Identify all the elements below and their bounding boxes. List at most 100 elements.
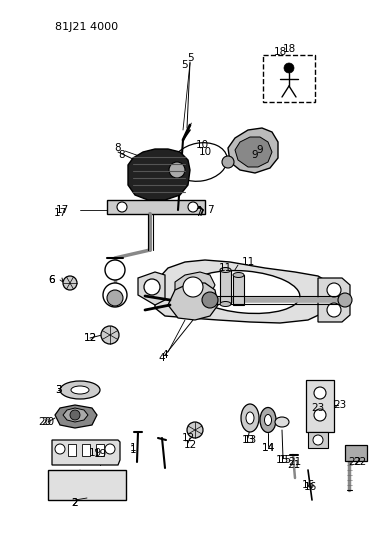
Bar: [345, 445, 367, 461]
Ellipse shape: [71, 386, 89, 394]
Polygon shape: [63, 408, 88, 422]
Bar: [68, 444, 76, 456]
Text: 23: 23: [312, 403, 325, 413]
Text: 11: 11: [218, 263, 232, 273]
Ellipse shape: [241, 404, 259, 432]
Circle shape: [314, 409, 326, 421]
Circle shape: [70, 410, 80, 420]
Circle shape: [117, 202, 127, 212]
Text: 4: 4: [159, 353, 165, 363]
Polygon shape: [155, 260, 332, 323]
Circle shape: [313, 435, 323, 445]
Circle shape: [105, 260, 125, 280]
Text: 6: 6: [49, 275, 55, 285]
Circle shape: [338, 293, 352, 307]
Circle shape: [101, 326, 119, 344]
Ellipse shape: [173, 143, 227, 181]
Circle shape: [222, 156, 234, 168]
Text: 5: 5: [187, 53, 194, 63]
Text: 14: 14: [261, 443, 275, 453]
Text: 7: 7: [207, 205, 213, 215]
Text: 18: 18: [273, 47, 287, 57]
Text: 81J21 4000: 81J21 4000: [55, 22, 118, 32]
Circle shape: [187, 422, 203, 438]
Bar: [82, 444, 90, 456]
Circle shape: [63, 276, 77, 290]
Polygon shape: [318, 278, 350, 322]
Text: 13: 13: [243, 435, 257, 445]
Text: 8: 8: [119, 150, 125, 160]
Bar: [306, 380, 334, 432]
Text: 20: 20: [38, 417, 51, 427]
Text: 1: 1: [130, 445, 136, 455]
Bar: [308, 432, 328, 448]
Bar: [263, 55, 315, 102]
Text: 13: 13: [241, 435, 255, 445]
Ellipse shape: [264, 415, 272, 425]
Text: 18: 18: [283, 44, 296, 54]
Text: 8: 8: [115, 143, 121, 153]
Ellipse shape: [260, 408, 276, 432]
Text: 22: 22: [353, 457, 366, 467]
Circle shape: [183, 277, 203, 297]
Text: 21: 21: [288, 460, 301, 470]
Text: 5: 5: [182, 60, 188, 70]
Circle shape: [284, 63, 294, 73]
Text: 17: 17: [55, 205, 68, 215]
Bar: [233, 275, 244, 305]
Text: 2: 2: [72, 498, 78, 508]
Circle shape: [314, 387, 326, 399]
Text: 6: 6: [49, 275, 55, 285]
Polygon shape: [235, 137, 272, 167]
Bar: [220, 270, 231, 304]
Text: 11: 11: [241, 257, 255, 267]
Bar: [96, 444, 104, 456]
Polygon shape: [228, 128, 278, 173]
Text: 4: 4: [162, 350, 168, 360]
Circle shape: [327, 283, 341, 297]
Ellipse shape: [275, 417, 289, 427]
Text: 15: 15: [278, 455, 292, 465]
Text: 12: 12: [83, 333, 97, 343]
Text: 10: 10: [195, 140, 209, 150]
Text: 9: 9: [252, 150, 258, 160]
Circle shape: [107, 290, 123, 306]
Text: 12: 12: [83, 333, 97, 343]
Circle shape: [202, 292, 218, 308]
Text: 3: 3: [55, 385, 61, 395]
Text: 19: 19: [93, 449, 107, 459]
Circle shape: [188, 202, 198, 212]
Polygon shape: [52, 440, 120, 465]
Circle shape: [327, 303, 341, 317]
Text: 2: 2: [72, 498, 78, 508]
Ellipse shape: [246, 412, 254, 424]
Text: 20: 20: [41, 417, 55, 427]
Text: 3: 3: [55, 385, 61, 395]
Text: 21: 21: [288, 457, 301, 467]
Text: 22: 22: [348, 457, 361, 467]
Ellipse shape: [233, 272, 244, 278]
Text: 12: 12: [182, 433, 195, 443]
Text: 17: 17: [53, 208, 67, 218]
Text: 1: 1: [130, 443, 136, 453]
Text: 9: 9: [257, 145, 263, 155]
Ellipse shape: [220, 268, 231, 272]
Text: 19: 19: [88, 448, 102, 458]
Text: 23: 23: [333, 400, 347, 410]
Circle shape: [169, 162, 185, 178]
Text: 16: 16: [301, 480, 315, 490]
Circle shape: [55, 444, 65, 454]
Polygon shape: [107, 200, 205, 214]
Text: 16: 16: [303, 482, 317, 492]
Text: 15: 15: [276, 455, 289, 465]
Polygon shape: [175, 272, 215, 300]
Ellipse shape: [60, 381, 100, 399]
Polygon shape: [128, 149, 190, 200]
Polygon shape: [168, 283, 218, 320]
Text: 10: 10: [199, 147, 212, 157]
Ellipse shape: [220, 302, 231, 306]
Polygon shape: [138, 272, 165, 305]
Circle shape: [105, 444, 115, 454]
Ellipse shape: [190, 271, 300, 313]
Circle shape: [144, 279, 160, 295]
